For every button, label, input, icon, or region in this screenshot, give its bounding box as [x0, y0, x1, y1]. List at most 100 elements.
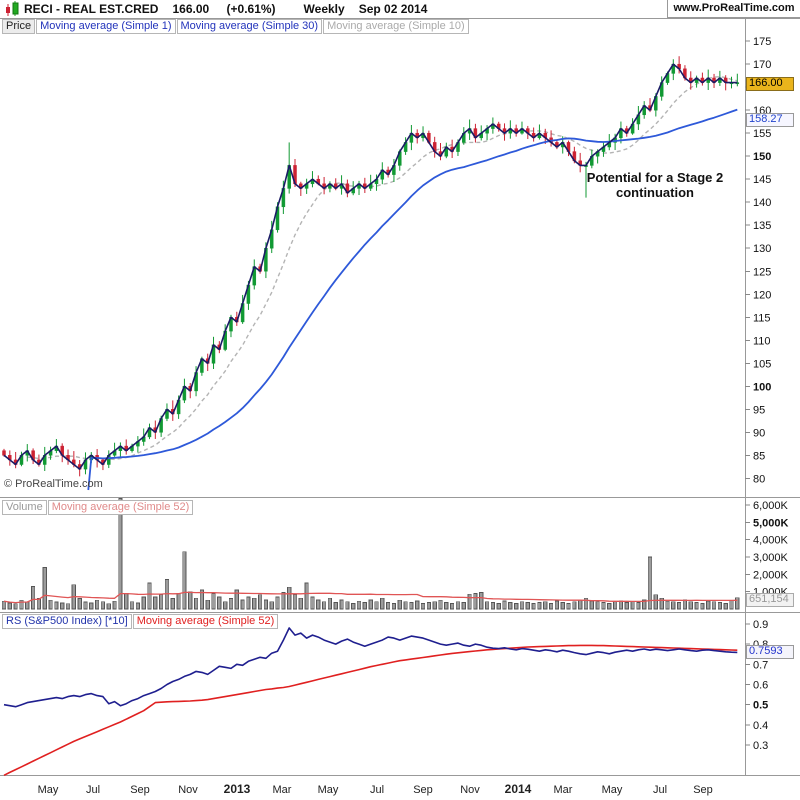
- volume-bar: [217, 596, 222, 610]
- volume-bar: [316, 599, 321, 610]
- volume-bar: [240, 599, 245, 610]
- volume-bar: [304, 582, 309, 610]
- volume-bar: [508, 602, 513, 610]
- price-indicator-buttons: Price Moving average (Simple 1) Moving ave…: [2, 19, 470, 37]
- indicator-button[interactable]: Moving average (Simple 52): [47, 500, 194, 515]
- volume-bar: [287, 586, 292, 610]
- volume-bar: [543, 601, 548, 610]
- axis-tick-label: 175: [753, 36, 771, 48]
- axis-tick-label: 100: [753, 381, 771, 393]
- volume-bar: [420, 603, 426, 610]
- volume-bar: [397, 599, 402, 610]
- volume-bar: [112, 600, 117, 610]
- indicator-button[interactable]: Moving average (Simple 52): [132, 614, 279, 629]
- rs-value-box: 0.7593: [746, 645, 794, 659]
- volume-bar: [205, 599, 210, 610]
- volume-bar: [333, 602, 338, 610]
- volume-bar: [234, 589, 239, 610]
- volume-bar: [19, 599, 24, 610]
- volume-bar: [54, 601, 59, 610]
- volume-bar: [647, 556, 653, 610]
- axis-tick-label: 0.3: [753, 740, 768, 752]
- volume-bar: [444, 602, 449, 610]
- time-axis-label: Mar: [273, 784, 292, 796]
- volume-bar: [671, 601, 676, 610]
- axis-tick-label: 2,000K: [753, 569, 789, 581]
- volume-bar: [13, 603, 18, 610]
- indicator-button[interactable]: Moving average (Simple 1): [36, 19, 176, 34]
- indicator-button[interactable]: Price: [2, 19, 36, 34]
- volume-bar: [415, 600, 420, 610]
- time-axis-label: May: [318, 784, 339, 796]
- indicator-button[interactable]: RS (S&P500 Index) [*10]: [2, 614, 132, 629]
- indicator-button[interactable]: Moving average (Simple 30): [176, 19, 323, 34]
- volume-bar: [124, 593, 129, 610]
- volume-bar: [589, 600, 594, 610]
- volume-bar: [711, 601, 717, 610]
- volume-bar: [298, 597, 303, 610]
- time-axis-label: Nov: [178, 784, 198, 796]
- volume-bar: [613, 601, 618, 610]
- time-axis-label: Sep: [693, 784, 713, 796]
- volume-bar: [7, 602, 12, 610]
- axis-tick-label: 150: [753, 151, 771, 163]
- axis-tick-label: 0.9: [753, 619, 768, 631]
- volume-bar: [432, 601, 437, 610]
- volume-indicator-buttons: Volume Moving average (Simple 52): [2, 500, 194, 518]
- volume-bar: [537, 602, 542, 610]
- volume-bar: [409, 602, 414, 610]
- axis-tick-label: 90: [753, 427, 765, 439]
- volume-bar: [618, 600, 623, 610]
- volume-bar: [403, 601, 408, 610]
- volume-bar: [194, 597, 199, 610]
- volume-bar: [25, 601, 30, 610]
- volume-bar: [339, 599, 344, 610]
- volume-bar: [706, 600, 711, 610]
- axis-tick-label: 110: [753, 335, 771, 347]
- header-last-price: 166.00 (+0.61%): [172, 2, 276, 16]
- volume-bar: [717, 602, 722, 610]
- volume-bar: [327, 597, 332, 610]
- volume-bar: [601, 602, 606, 610]
- volume-bar: [322, 601, 327, 610]
- volume-bar: [374, 601, 379, 610]
- volume-bar: [223, 601, 228, 610]
- indicator-button[interactable]: Volume: [2, 500, 47, 515]
- header: RECI - REAL EST.CRED 166.00 (+0.61%) Weekl…: [0, 0, 800, 18]
- volume-bar: [426, 602, 431, 610]
- axis-tick-label: 105: [753, 358, 771, 370]
- volume-bar: [292, 594, 298, 610]
- volume-bar: [310, 596, 315, 610]
- volume-bar: [182, 551, 187, 610]
- volume-bar: [176, 593, 181, 610]
- volume-bar: [100, 601, 105, 610]
- volume-bar: [665, 600, 670, 610]
- volume-bar: [391, 603, 396, 610]
- axis-tick-label: 140: [753, 197, 771, 209]
- axis-tick-label: 5,000K: [753, 517, 789, 529]
- axis-tick-label: 135: [753, 220, 771, 232]
- volume-bar: [228, 598, 234, 610]
- volume-bar: [356, 600, 362, 610]
- volume-bar: [549, 603, 554, 610]
- volume-bar: [554, 600, 559, 610]
- volume-bar: [578, 599, 583, 610]
- volume-bar: [135, 602, 140, 610]
- indicator-button[interactable]: Moving average (Simple 10): [323, 19, 469, 34]
- volume-bar: [275, 596, 280, 610]
- website-link[interactable]: www.ProRealTime.com: [667, 0, 800, 18]
- time-axis-label: May: [38, 784, 59, 796]
- volume-bar: [31, 586, 36, 610]
- volume-bar: [595, 601, 600, 610]
- volume-bar: [141, 596, 146, 610]
- annotation-stage2: Potential for a Stage 2 continuation: [586, 170, 724, 200]
- header-title: RECI - REAL EST.CRED 166.00 (+0.61%) Weekl…: [24, 2, 441, 16]
- volume-bar: [368, 599, 373, 610]
- axis-tick-label: 3,000K: [753, 552, 789, 564]
- volume-bar: [677, 602, 682, 610]
- ma30-line: [87, 108, 738, 491]
- axis-tick-label: 170: [753, 59, 771, 71]
- volume-bar: [211, 593, 216, 610]
- last-price-box: 166.00: [746, 77, 794, 91]
